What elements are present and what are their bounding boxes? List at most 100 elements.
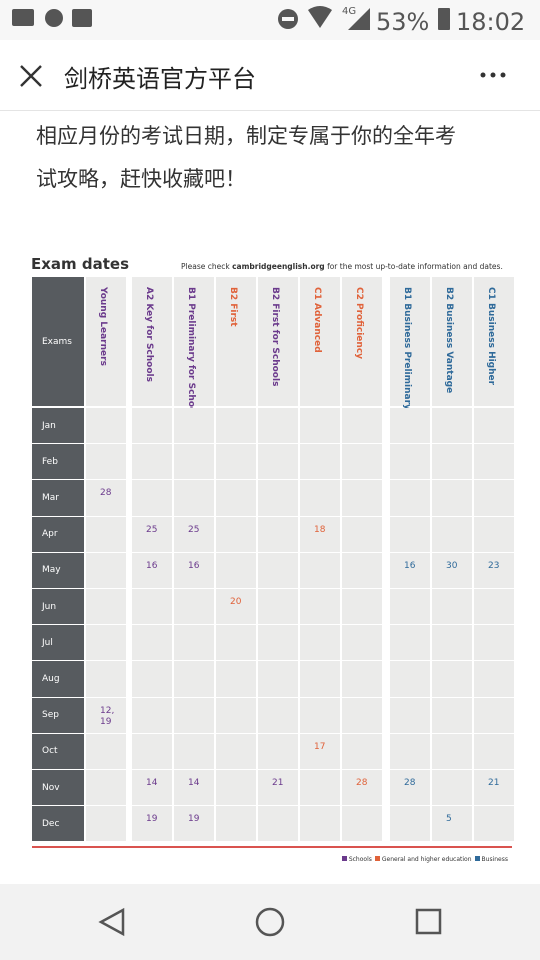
cell: [258, 408, 298, 444]
cell: [86, 444, 126, 480]
cloud-icon: [45, 9, 63, 27]
month-label: May: [32, 552, 84, 588]
clock: 18:02: [456, 8, 525, 36]
cell: [216, 408, 256, 444]
column-header: A2 Key for Schools: [132, 277, 172, 406]
cell: [390, 408, 430, 444]
cell: [300, 770, 340, 806]
month-label: Aug: [32, 661, 84, 697]
cell: [174, 625, 214, 661]
more-button[interactable]: [478, 68, 508, 82]
message-icon: [12, 9, 34, 26]
cell: [474, 625, 514, 661]
article-line: 试攻略，赶快收藏吧！: [36, 167, 246, 191]
close-button[interactable]: [18, 63, 44, 89]
cell: [342, 589, 382, 625]
column-label: B2 First: [228, 287, 238, 327]
cell: [216, 516, 256, 552]
network-type: 4G: [342, 6, 356, 17]
wifi-icon: [308, 6, 332, 28]
cell: [390, 480, 430, 516]
column-header: B1 Preliminary for Schools: [174, 277, 214, 422]
cell: [432, 733, 472, 769]
home-button[interactable]: [255, 907, 285, 937]
cell: [300, 625, 340, 661]
cell: [300, 480, 340, 516]
cell: [390, 661, 430, 697]
note-text: for the most up-to-date information and …: [327, 262, 503, 271]
cell: [300, 661, 340, 697]
signal-icon: [348, 8, 370, 30]
column-label: C1 Business Higher: [486, 287, 496, 386]
cell: [258, 733, 298, 769]
column-label: B2 Business Vantage: [444, 287, 454, 394]
column-label: Young Learners: [98, 287, 108, 366]
column-label: A2 Key for Schools: [144, 287, 154, 382]
cell: [474, 733, 514, 769]
cell: [390, 806, 430, 842]
month-label: Apr: [32, 516, 84, 552]
cell: [432, 480, 472, 516]
legend-swatch: [341, 856, 347, 861]
divider: [32, 846, 512, 848]
cell: [132, 697, 172, 733]
cell: [474, 806, 514, 842]
column-header: C1 Advanced: [300, 277, 340, 406]
cell: 28: [390, 770, 430, 806]
cell: [258, 806, 298, 842]
app-header: 剑桥英语官方平台: [0, 40, 540, 111]
status-icons: 4G 53% 18:02: [12, 6, 525, 36]
cell: [174, 444, 214, 480]
cell: [86, 408, 126, 444]
cell: [432, 625, 472, 661]
corner-cell: Exams: [32, 277, 84, 406]
cell: 16: [390, 552, 430, 588]
back-button[interactable]: [98, 907, 125, 937]
cell: [258, 480, 298, 516]
cell: [216, 480, 256, 516]
page-title: 剑桥英语官方平台: [64, 65, 256, 93]
cell: 25: [174, 516, 214, 552]
cell: [174, 589, 214, 625]
cell: [432, 589, 472, 625]
cell: 18: [300, 516, 340, 552]
month-label: Mar: [32, 480, 84, 516]
cell: [474, 480, 514, 516]
cell: 17: [300, 733, 340, 769]
cell: [86, 806, 126, 842]
legend-label: Schools: [348, 856, 372, 863]
table-title: Exam dates: [31, 255, 130, 273]
column-label: B1 Preliminary for Schools: [186, 287, 196, 422]
cell: [474, 661, 514, 697]
cell: [342, 552, 382, 588]
cell: 20: [216, 589, 256, 625]
table-note: Please check cambridgeenglish.org for th…: [181, 262, 503, 271]
recents-button[interactable]: [415, 908, 442, 935]
cell: [474, 444, 514, 480]
cell: [342, 516, 382, 552]
legend-swatch: [374, 856, 380, 861]
cell: [216, 625, 256, 661]
cell: [86, 552, 126, 588]
cell: [390, 625, 430, 661]
corner-label: Exams: [42, 336, 72, 347]
cell: [174, 661, 214, 697]
cell: [258, 444, 298, 480]
cell: [86, 589, 126, 625]
cell: [390, 589, 430, 625]
cell: [300, 589, 340, 625]
cell: [174, 733, 214, 769]
cell: 12, 19: [86, 697, 126, 733]
month-label: Nov: [32, 770, 84, 806]
column-label: B2 First for Schools: [270, 287, 280, 387]
column-header: B2 First: [216, 277, 256, 406]
month-label: Dec: [32, 806, 84, 842]
cell: [300, 552, 340, 588]
cell: [216, 806, 256, 842]
cell: [474, 516, 514, 552]
cell: [132, 589, 172, 625]
note-text: Please check: [181, 262, 230, 271]
cell: [390, 516, 430, 552]
cell: [86, 516, 126, 552]
month-label: Sep: [32, 697, 84, 733]
